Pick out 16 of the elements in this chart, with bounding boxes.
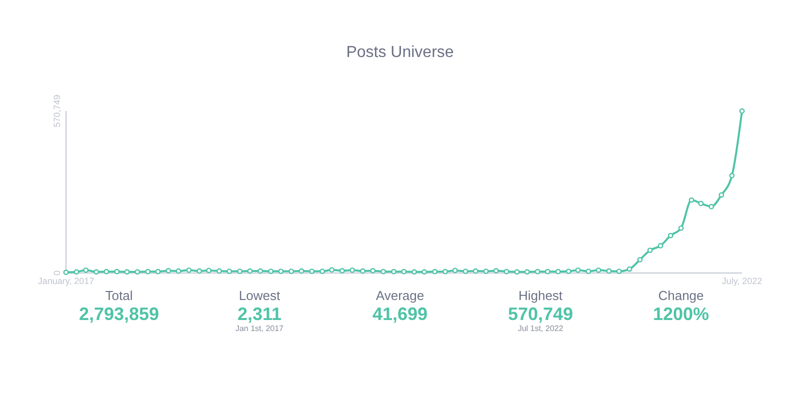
category-label: Change xyxy=(658,288,704,303)
x-tick-label: July, 2022 xyxy=(722,276,762,286)
category-label: Average xyxy=(376,288,424,303)
y-tick-label: 0 xyxy=(52,270,62,276)
chart-title: Posts Universe xyxy=(346,44,454,61)
x-tick-label: January, 2017 xyxy=(38,276,94,286)
text: Jan 1st, 2017 xyxy=(235,324,284,333)
category-label: Highest xyxy=(518,288,563,303)
text: Jul 1st, 2022 xyxy=(518,324,564,333)
category-label: Total xyxy=(105,288,133,303)
text: 570,749 xyxy=(508,304,574,324)
text: 2,793,859 xyxy=(78,304,160,324)
text: 41,699 xyxy=(372,304,428,324)
category-label: Lowest xyxy=(238,288,280,303)
text: 2,311 xyxy=(237,304,282,324)
text: 1200% xyxy=(652,304,710,324)
